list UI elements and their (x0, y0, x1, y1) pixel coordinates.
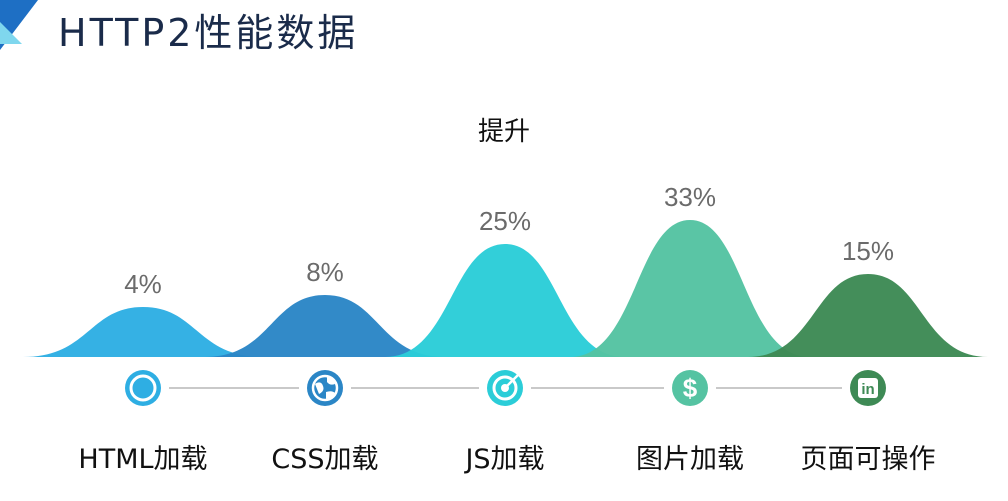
peak-3 (385, 244, 625, 357)
category-label: CSS加载 (271, 444, 378, 475)
svg-text:in: in (861, 381, 874, 398)
target-icon (487, 370, 523, 406)
category-label: HTML加载 (78, 444, 207, 475)
category-label: 图片加载 (636, 444, 744, 475)
value-labels: 4% 8% 25% 33% 15% (124, 182, 894, 299)
peak-4 (570, 220, 810, 357)
compass-icon (125, 370, 161, 406)
peak-1 (23, 307, 263, 357)
category-label: 页面可操作 (801, 444, 936, 475)
dollar-icon: $ (672, 370, 708, 406)
globe-icon (307, 370, 343, 406)
value-label: 25% (479, 206, 531, 236)
peak-2 (205, 295, 445, 357)
linkedin-icon: in (850, 370, 886, 406)
category-labels: HTML加载 CSS加载 JS加载 图片加载 页面可操作 (78, 444, 935, 475)
peak-5 (748, 274, 988, 357)
page-title: HTTP2性能数据 (58, 11, 359, 55)
value-label: 15% (842, 236, 894, 266)
value-label: 4% (124, 269, 162, 299)
value-label: 33% (664, 182, 716, 212)
peaks-group (23, 220, 988, 357)
svg-text:$: $ (683, 373, 698, 403)
value-label: 8% (306, 257, 344, 287)
corner-decoration (0, 0, 38, 50)
category-label: JS加载 (463, 444, 544, 475)
icons-group: $ in (125, 370, 886, 406)
chart-title: 提升 (478, 117, 530, 147)
